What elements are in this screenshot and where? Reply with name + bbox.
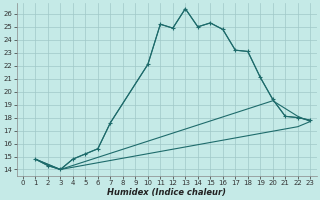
X-axis label: Humidex (Indice chaleur): Humidex (Indice chaleur): [107, 188, 226, 197]
